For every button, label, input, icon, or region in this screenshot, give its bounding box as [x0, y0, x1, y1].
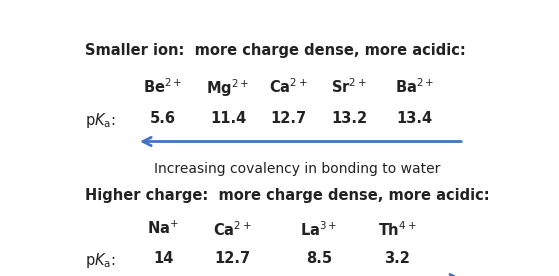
Text: 13.4: 13.4 [396, 111, 432, 126]
Text: p$\mathit{K}_\mathrm{a}$:: p$\mathit{K}_\mathrm{a}$: [85, 111, 116, 130]
Text: Increasing covalency in bonding to water: Increasing covalency in bonding to water [154, 162, 440, 176]
Text: Higher charge:  more charge dense, more acidic:: Higher charge: more charge dense, more a… [85, 188, 490, 203]
Text: 5.6: 5.6 [150, 111, 176, 126]
Text: Be$^{2+}$: Be$^{2+}$ [144, 78, 183, 96]
Text: 8.5: 8.5 [306, 251, 332, 266]
Text: 14: 14 [153, 251, 173, 266]
Text: La$^{3+}$: La$^{3+}$ [300, 220, 338, 239]
Text: Mg$^{2+}$: Mg$^{2+}$ [206, 78, 250, 99]
Text: Na$^{+}$: Na$^{+}$ [147, 220, 179, 237]
Text: Smaller ion:  more charge dense, more acidic:: Smaller ion: more charge dense, more aci… [85, 43, 466, 58]
Text: 13.2: 13.2 [331, 111, 367, 126]
Text: Ca$^{2+}$: Ca$^{2+}$ [269, 78, 308, 96]
Text: Ca$^{2+}$: Ca$^{2+}$ [213, 220, 252, 239]
Text: p$\mathit{K}_\mathrm{a}$:: p$\mathit{K}_\mathrm{a}$: [85, 251, 116, 270]
Text: Th$^{4+}$: Th$^{4+}$ [378, 220, 416, 239]
Text: 12.7: 12.7 [271, 111, 307, 126]
Text: 11.4: 11.4 [210, 111, 246, 126]
Text: 12.7: 12.7 [214, 251, 250, 266]
Text: 3.2: 3.2 [384, 251, 410, 266]
Text: Ba$^{2+}$: Ba$^{2+}$ [395, 78, 434, 96]
Text: Sr$^{2+}$: Sr$^{2+}$ [331, 78, 367, 96]
